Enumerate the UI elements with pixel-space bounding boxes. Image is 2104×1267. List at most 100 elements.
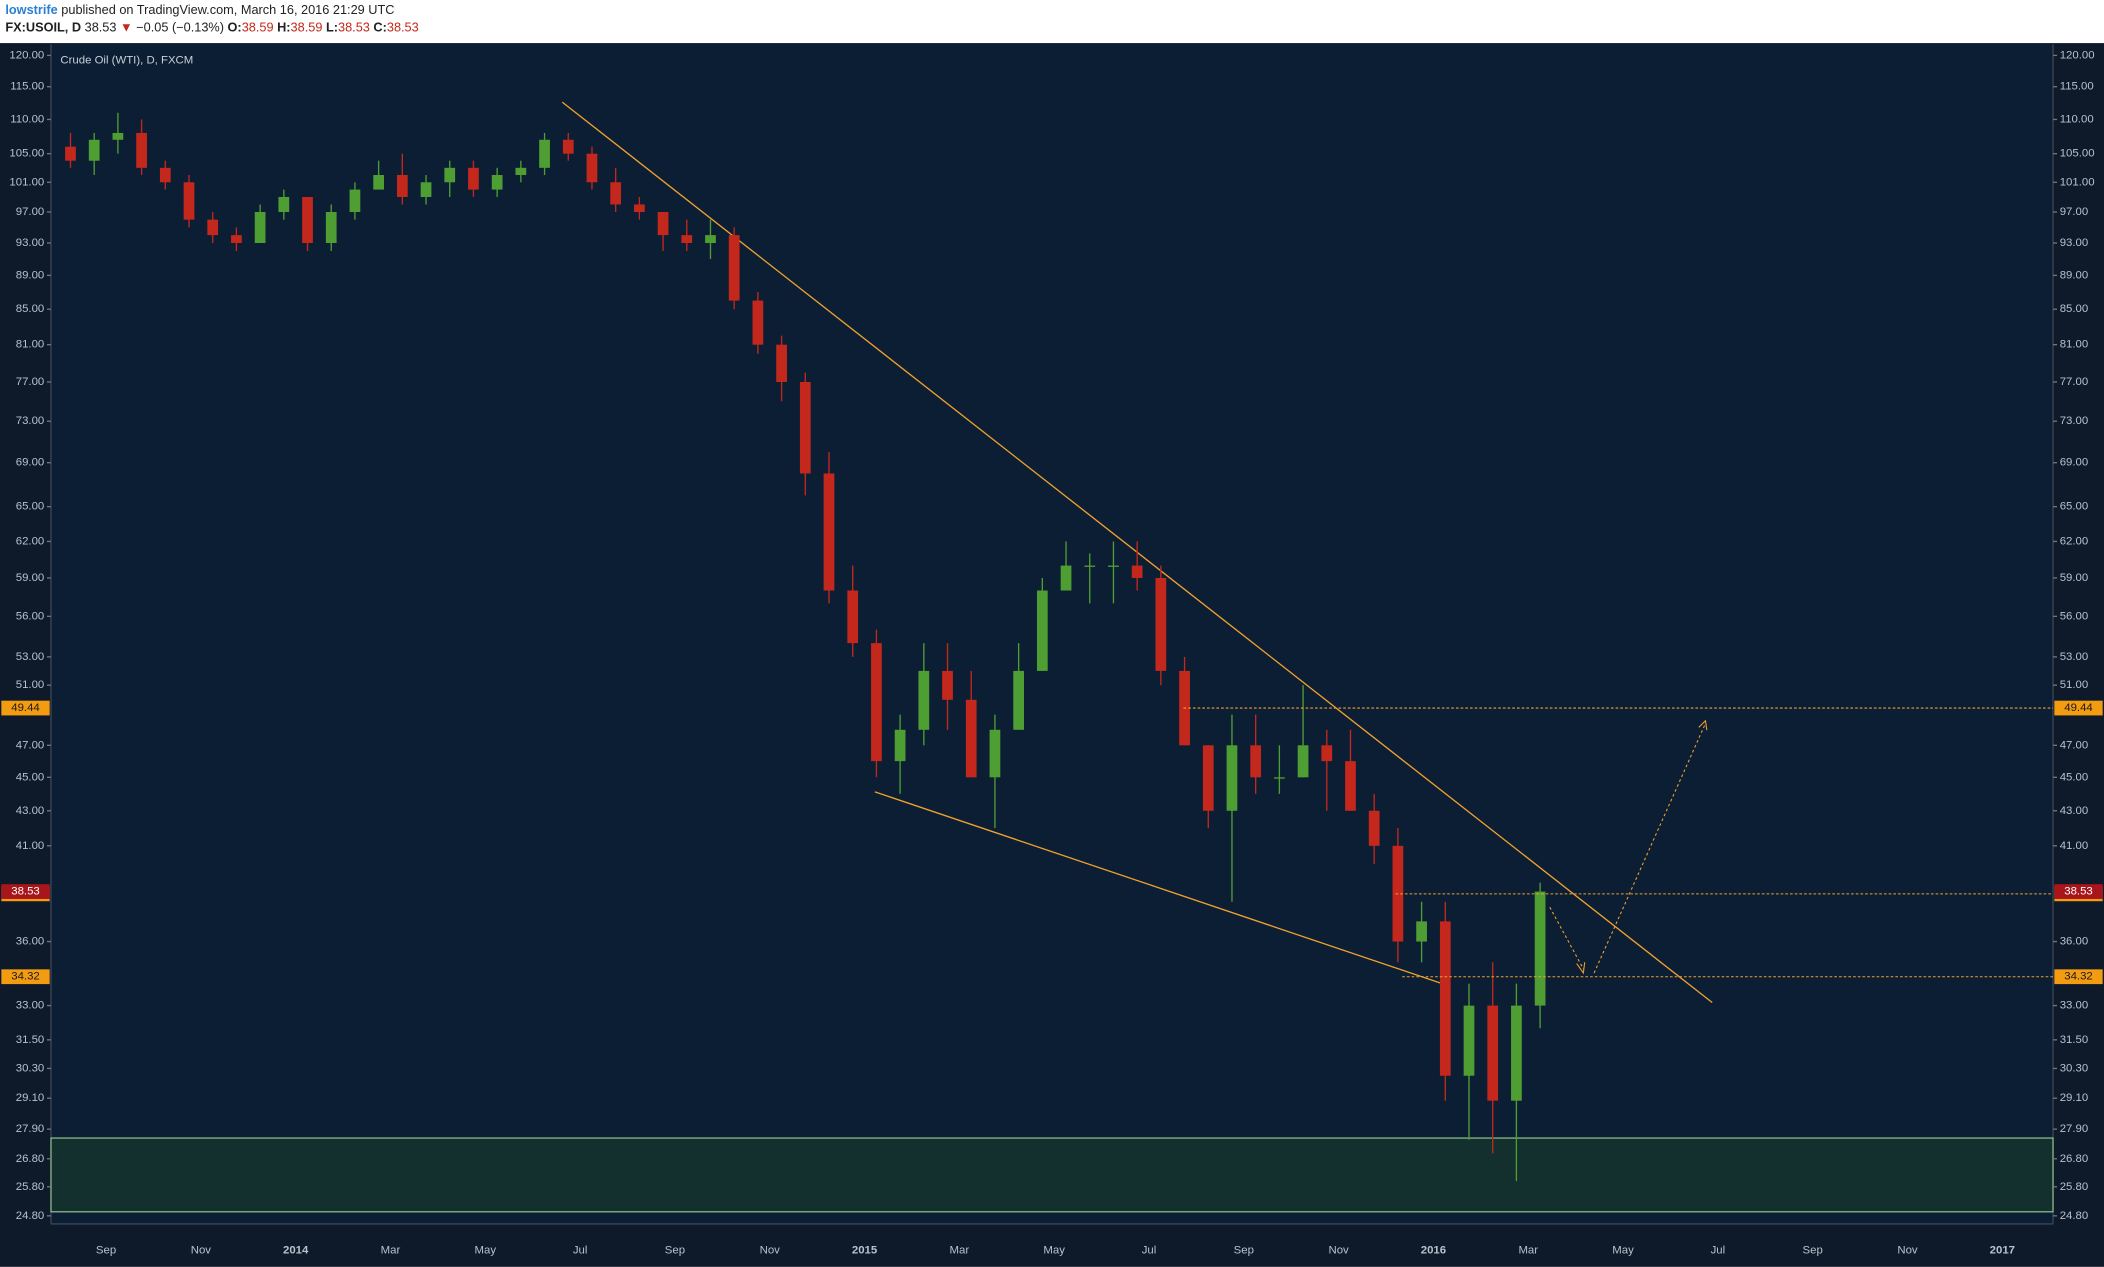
y-tick-label: 36.00 <box>2060 936 2089 948</box>
y-tick-label: 31.50 <box>2060 1034 2089 1046</box>
y-tick-label: 59.00 <box>2060 572 2089 584</box>
c: 38.53 <box>387 20 419 35</box>
y-tick-label: 29.10 <box>2060 1092 2089 1104</box>
h: 38.59 <box>291 20 323 35</box>
candle-body <box>1060 565 1072 591</box>
candle-body <box>1416 921 1427 942</box>
y-tick-label: 62.00 <box>16 535 45 547</box>
y-tick-label: 53.00 <box>2060 651 2089 663</box>
y-tick-label: 47.00 <box>2060 739 2089 751</box>
y-tick-label: 101.00 <box>9 176 44 188</box>
y-tick-label: 110.00 <box>10 113 44 125</box>
last: 38.53 <box>85 20 117 35</box>
y-tick-label: 62.00 <box>2060 535 2089 547</box>
candle-body <box>1321 745 1333 762</box>
last-price-label: 38.53 <box>2064 886 2093 898</box>
chart-title: Crude Oil (WTI), D, FXCM <box>60 55 193 67</box>
candle-body <box>1226 745 1238 811</box>
candle-body <box>254 212 266 244</box>
projection-up <box>1593 723 1706 974</box>
symbol: FX:USOIL, D <box>5 20 81 35</box>
x-tick-label: May <box>475 1245 497 1257</box>
l: 38.53 <box>338 20 370 35</box>
x-tick-label: 2016 <box>1421 1245 1446 1257</box>
x-tick-label: May <box>1612 1245 1634 1257</box>
y-tick-label: 47.00 <box>16 739 45 751</box>
candle-body <box>420 182 432 197</box>
candle-body <box>823 473 835 591</box>
o-label: O: <box>228 20 242 35</box>
chart-layer: 120.00 120.00 115.00 115.00 110.00 110.00 105.… <box>1 49 2103 1257</box>
x-tick-label: Sep <box>96 1245 116 1257</box>
candle-body <box>1511 1005 1522 1101</box>
y-tick-label: 97.00 <box>2060 206 2089 218</box>
candle-body <box>231 235 242 244</box>
level-tag <box>1 700 50 716</box>
candle-body <box>396 175 408 197</box>
y-tick-label: 77.00 <box>2060 376 2089 388</box>
plot-area <box>50 44 2054 1224</box>
projection-down <box>1549 906 1584 970</box>
y-tick-label: 115.00 <box>2060 81 2094 93</box>
h-label: H: <box>277 20 290 35</box>
candle-body <box>491 175 503 190</box>
y-tick-label: 110.00 <box>2060 113 2094 125</box>
candle-body <box>136 132 147 168</box>
y-tick-label: 24.80 <box>2060 1210 2089 1222</box>
x-tick-label: May <box>1043 1245 1065 1257</box>
x-tick-label: Jul <box>1711 1245 1726 1257</box>
candle-body <box>207 219 219 236</box>
y-tick-label: 77.00 <box>16 376 45 388</box>
y-tick-label: 65.00 <box>16 501 45 513</box>
candle-body <box>539 139 550 168</box>
candle-body <box>610 182 622 205</box>
y-tick-label: 41.00 <box>16 840 45 852</box>
y-tick-label: 73.00 <box>16 415 45 427</box>
support-zone <box>50 1137 2054 1213</box>
x-tick-label: Sep <box>1803 1245 1823 1257</box>
lower-trendline <box>874 791 1443 985</box>
candle-body <box>159 167 171 183</box>
y-tick-label: 81.00 <box>16 339 45 351</box>
x-tick-label: Sep <box>1234 1245 1254 1257</box>
author[interactable]: lowstrife <box>5 2 57 17</box>
x-tick-label: Mar <box>950 1245 970 1257</box>
y-tick-label: 25.80 <box>2060 1181 2089 1193</box>
y-tick-label: 115.00 <box>10 81 44 93</box>
y-tick-label: 85.00 <box>2060 303 2089 315</box>
y-tick-label: 51.00 <box>2060 679 2089 691</box>
candle-body <box>657 212 669 236</box>
candle-body <box>1155 577 1167 671</box>
y-tick-label: 53.00 <box>16 651 45 663</box>
candle-body <box>444 167 456 183</box>
x-tick-label: Mar <box>1518 1245 1538 1257</box>
level-tag <box>1 969 50 985</box>
candle-body <box>325 212 337 244</box>
candle-body <box>918 670 930 730</box>
header-line-1: lowstrife published on TradingView.com, … <box>5 2 394 17</box>
y-tick-label: 51.00 <box>16 679 45 691</box>
candle-body <box>942 670 953 700</box>
candle-body <box>586 153 598 183</box>
x-tick-label: Nov <box>1897 1245 1918 1257</box>
y-tick-label: 89.00 <box>16 269 45 281</box>
last-price-tag <box>1 884 50 899</box>
y-tick-label: 69.00 <box>16 457 45 469</box>
candle-body <box>728 235 740 301</box>
candle-body <box>562 139 574 154</box>
level-tag-label: 34.32 <box>2064 971 2093 983</box>
o: 38.59 <box>242 20 274 35</box>
y-tick-label: 33.00 <box>2060 1000 2089 1012</box>
y-tick-label: 41.00 <box>2060 840 2089 852</box>
x-tick-label: 2015 <box>852 1245 878 1257</box>
x-tick-label: Jul <box>1142 1245 1157 1257</box>
candle-body <box>183 182 195 220</box>
y-tick-label: 27.90 <box>2060 1123 2089 1135</box>
candle-body <box>1250 745 1262 778</box>
candle-body <box>349 189 361 213</box>
y-tick-label: 93.00 <box>16 237 45 249</box>
candle-body <box>1297 745 1309 778</box>
candle-body <box>88 139 100 161</box>
c-label: C: <box>373 20 386 35</box>
